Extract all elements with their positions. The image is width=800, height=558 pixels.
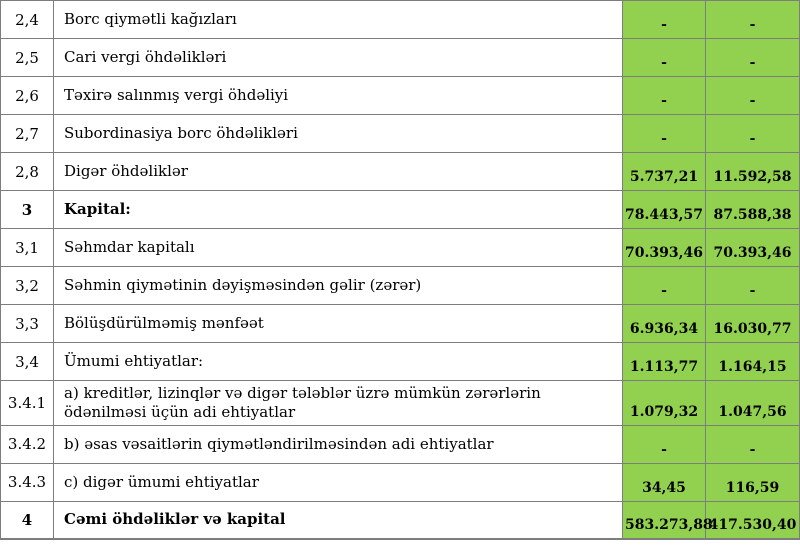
row-value-prior-cell: 1.047,56 (705, 380, 800, 426)
row-number-cell: 3,3 (0, 304, 54, 343)
table-row: 2,5 Cari vergi öhdəlikləri - - (0, 38, 800, 77)
row-description-cell: Səhmdar kapitalı (53, 228, 623, 267)
row-value-prior-cell: 87.588,38 (705, 190, 800, 229)
row-value-current-cell: 78.443,57 (622, 190, 706, 229)
row-number-cell: 2,4 (0, 0, 54, 39)
row-number-cell: 2,8 (0, 152, 54, 191)
row-number-cell: 3,1 (0, 228, 54, 267)
row-number-cell: 2,5 (0, 38, 54, 77)
row-value-prior-cell: - (705, 38, 800, 77)
row-value-current-cell: 5.737,21 (622, 152, 706, 191)
row-value-current-cell: - (622, 114, 706, 153)
table-row: 3,1 Səhmdar kapitalı 70.393,46 70.393,46 (0, 228, 800, 267)
row-description-cell: Ümumi ehtiyatlar: (53, 342, 623, 381)
table-row: 3.4.2 b) əsas vəsaitlərin qiymətləndiril… (0, 424, 800, 464)
row-number-cell: 3.4.3 (0, 462, 54, 502)
row-description-cell: Cəmi öhdəliklər və kapital (53, 500, 623, 540)
table-row: 3.4.1 a) kreditlər, lizinqlər və digər t… (0, 380, 800, 426)
row-number-cell: 3,2 (0, 266, 54, 305)
row-description-cell: Bölüşdürülməmiş mənfəət (53, 304, 623, 343)
row-number-cell: 3.4.1 (0, 380, 54, 426)
row-value-prior-cell: - (705, 0, 800, 39)
row-value-prior-cell: - (705, 266, 800, 305)
row-value-prior-cell: 70.393,46 (705, 228, 800, 267)
row-value-prior-cell: - (705, 114, 800, 153)
row-value-current-cell: 1.113,77 (622, 342, 706, 381)
table-row: 3,2 Səhmin qiymətinin dəyişməsindən gəli… (0, 266, 800, 305)
table-row: 2,7 Subordinasiya borc öhdəlikləri - - (0, 114, 800, 153)
row-value-current-cell: - (622, 424, 706, 464)
row-description-cell: a) kreditlər, lizinqlər və digər tələblə… (53, 380, 623, 426)
row-value-prior-cell: 1.164,15 (705, 342, 800, 381)
table-row: 3,4 Ümumi ehtiyatlar: 1.113,77 1.164,15 (0, 342, 800, 381)
table-row: 2,6 Təxirə salınmış vergi öhdəliyi - - (0, 76, 800, 115)
row-value-prior-cell: - (705, 424, 800, 464)
row-value-current-cell: 34,45 (622, 462, 706, 502)
row-value-current-cell: 6.936,34 (622, 304, 706, 343)
row-number-cell: 2,7 (0, 114, 54, 153)
table-row: 2,4 Borc qiymətli kağızları - - (0, 0, 800, 39)
row-description-cell: Kapital: (53, 190, 623, 229)
row-value-prior-cell: 11.592,58 (705, 152, 800, 191)
row-value-current-cell: - (622, 38, 706, 77)
row-description-cell: Təxirə salınmış vergi öhdəliyi (53, 76, 623, 115)
table-row: 3 Kapital: 78.443,57 87.588,38 (0, 190, 800, 229)
row-number-cell: 2,6 (0, 76, 54, 115)
row-value-current-cell: - (622, 266, 706, 305)
row-number-cell: 4 (0, 500, 54, 540)
row-value-prior-cell: 417.530,40 (705, 500, 800, 540)
row-description-cell: Digər öhdəliklər (53, 152, 623, 191)
row-description-cell: Cari vergi öhdəlikləri (53, 38, 623, 77)
table-row: 3,3 Bölüşdürülməmiş mənfəət 6.936,34 16.… (0, 304, 800, 343)
table-row: 2,8 Digər öhdəliklər 5.737,21 11.592,58 (0, 152, 800, 191)
table-row: 4 Cəmi öhdəliklər və kapital 583.273,88 … (0, 500, 800, 540)
table-body: 2,4 Borc qiymətli kağızları - - 2,5 Cari… (0, 0, 800, 540)
row-value-current-cell: 1.079,32 (622, 380, 706, 426)
row-value-current-cell: 583.273,88 (622, 500, 713, 540)
row-description-cell: Səhmin qiymətinin dəyişməsindən gəlir (z… (53, 266, 623, 305)
row-value-current-cell: 70.393,46 (622, 228, 706, 267)
row-value-current-cell: - (622, 76, 706, 115)
row-description-cell: Borc qiymətli kağızları (53, 0, 623, 39)
row-number-cell: 3 (0, 190, 54, 229)
row-number-cell: 3,4 (0, 342, 54, 381)
row-value-current-cell: - (622, 0, 706, 39)
balance-sheet-table: 2,4 Borc qiymətli kağızları - - 2,5 Cari… (0, 0, 800, 540)
row-description-cell: Subordinasiya borc öhdəlikləri (53, 114, 623, 153)
balance-sheet-page: 2,4 Borc qiymətli kağızları - - 2,5 Cari… (0, 0, 800, 540)
row-value-prior-cell: 116,59 (705, 462, 800, 502)
table-row: 3.4.3 c) digər ümumi ehtiyatlar 34,45 11… (0, 462, 800, 502)
row-value-prior-cell: - (705, 76, 800, 115)
row-description-cell: b) əsas vəsaitlərin qiymətləndirilməsind… (53, 424, 623, 464)
row-description-cell: c) digər ümumi ehtiyatlar (53, 462, 623, 502)
row-value-prior-cell: 16.030,77 (705, 304, 800, 343)
row-number-cell: 3.4.2 (0, 424, 54, 464)
